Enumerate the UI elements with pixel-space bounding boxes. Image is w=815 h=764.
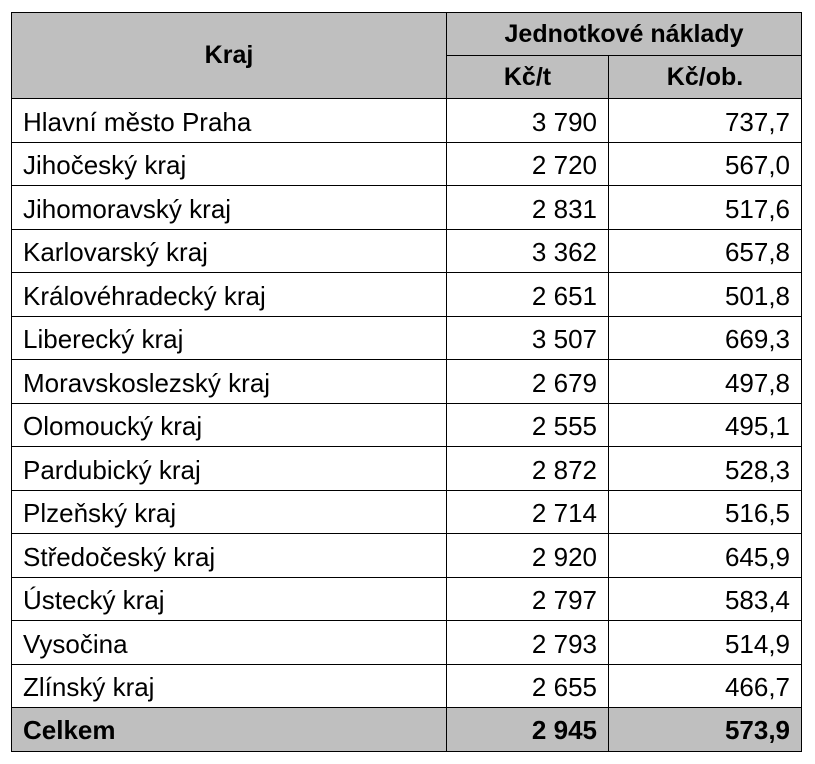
per-capita-cell: 669,3 (607, 315, 803, 360)
header-per-capita: Kč/ob. (607, 55, 803, 99)
per-ton-cell: 3 507 (446, 315, 609, 360)
region-cell: Hlavní město Praha (11, 98, 447, 143)
table-row: Liberecký kraj 3 507 669,3 (11, 315, 803, 360)
total-label: Celkem (11, 707, 447, 752)
region-cell: Olomoucký kraj (11, 402, 447, 447)
per-ton-cell: 3 362 (446, 228, 609, 273)
header-unit-costs: Jednotkové náklady (445, 12, 803, 56)
region-cell: Pardubický kraj (11, 446, 447, 491)
per-capita-cell: 528,3 (607, 446, 803, 491)
per-capita-cell: 517,6 (607, 185, 803, 230)
per-capita-cell: 495,1 (607, 402, 803, 447)
region-cell: Liberecký kraj (11, 315, 447, 360)
region-cell: Zlínský kraj (11, 663, 447, 708)
per-ton-cell: 2 720 (446, 141, 609, 186)
per-ton-cell: 2 655 (446, 663, 609, 708)
region-cell: Královéhradecký kraj (11, 272, 447, 317)
total-per-capita: 573,9 (607, 707, 803, 752)
per-ton-cell: 2 679 (446, 359, 609, 404)
table-row: Zlínský kraj 2 655 466,7 (11, 663, 803, 708)
per-capita-cell: 567,0 (607, 141, 803, 186)
table-row: Plzeňský kraj 2 714 516,5 (11, 489, 803, 534)
table-row: Karlovarský kraj 3 362 657,8 (11, 228, 803, 273)
table-row: Jihomoravský kraj 2 831 517,6 (11, 185, 803, 230)
table-row: Středočeský kraj 2 920 645,9 (11, 533, 803, 578)
header-per-ton: Kč/t (446, 55, 609, 99)
per-ton-cell: 3 790 (446, 98, 609, 143)
per-ton-cell: 2 651 (446, 272, 609, 317)
region-cell: Ústecký kraj (11, 576, 447, 621)
table-body: Hlavní město Praha 3 790 737,7 Jihočeský kr… (11, 98, 803, 708)
per-ton-cell: 2 920 (446, 533, 609, 578)
per-capita-cell: 514,9 (607, 620, 803, 665)
region-cell: Středočeský kraj (11, 533, 447, 578)
region-cell: Plzeňský kraj (11, 489, 447, 534)
per-capita-cell: 501,8 (607, 272, 803, 317)
per-ton-cell: 2 714 (446, 489, 609, 534)
table-row: Moravskoslezský kraj 2 679 497,8 (11, 359, 803, 404)
table-row: Jihočeský kraj 2 720 567,0 (11, 141, 803, 186)
per-capita-cell: 645,9 (607, 533, 803, 578)
header-region: Kraj (11, 12, 447, 99)
region-cell: Moravskoslezský kraj (11, 359, 447, 404)
per-ton-cell: 2 872 (446, 446, 609, 491)
table-row: Královéhradecký kraj 2 651 501,8 (11, 272, 803, 317)
per-capita-cell: 497,8 (607, 359, 803, 404)
region-cell: Jihočeský kraj (11, 141, 447, 186)
total-per-ton: 2 945 (446, 707, 609, 752)
table-row: Pardubický kraj 2 872 528,3 (11, 446, 803, 491)
per-capita-cell: 466,7 (607, 663, 803, 708)
per-ton-cell: 2 797 (446, 576, 609, 621)
table-row: Ústecký kraj 2 797 583,4 (11, 576, 803, 621)
region-cell: Jihomoravský kraj (11, 185, 447, 230)
table-row: Hlavní město Praha 3 790 737,7 (11, 98, 803, 143)
total-row: Celkem 2 945 573,9 (11, 707, 803, 752)
table-footer: Celkem 2 945 573,9 (11, 707, 803, 752)
region-cell: Karlovarský kraj (11, 228, 447, 273)
region-cell: Vysočina (11, 620, 447, 665)
per-capita-cell: 657,8 (607, 228, 803, 273)
per-capita-cell: 737,7 (607, 98, 803, 143)
unit-costs-table: Kraj Jednotkové náklady Kč/t Kč/ob. Hlav… (11, 12, 803, 752)
per-capita-cell: 516,5 (607, 489, 803, 534)
per-ton-cell: 2 555 (446, 402, 609, 447)
per-ton-cell: 2 831 (446, 185, 609, 230)
table-row: Vysočina 2 793 514,9 (11, 620, 803, 665)
per-ton-cell: 2 793 (446, 620, 609, 665)
per-capita-cell: 583,4 (607, 576, 803, 621)
table-header: Kraj Jednotkové náklady Kč/t Kč/ob. (11, 12, 803, 99)
table-row: Olomoucký kraj 2 555 495,1 (11, 402, 803, 447)
